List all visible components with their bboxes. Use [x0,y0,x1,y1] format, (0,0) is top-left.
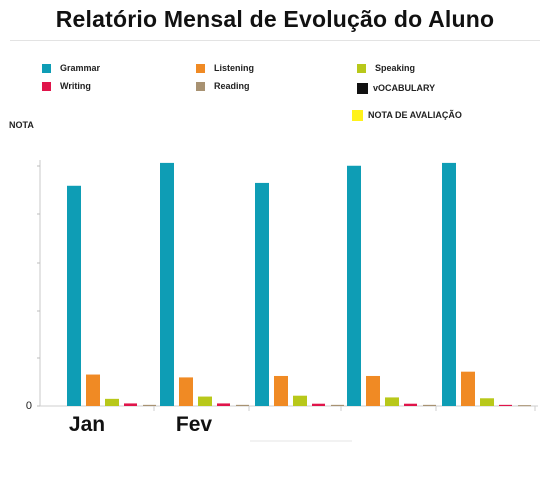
bar-grammar-2 [160,162,174,406]
bar-listening-4 [366,375,380,406]
x-tick-label-jan: Jan [69,413,105,436]
bar-speaking-3 [293,395,307,406]
legend-label: Listening [214,63,254,73]
bar-speaking-4 [385,397,399,406]
bar-speaking-1 [105,398,119,406]
legend-swatch [357,63,366,73]
bar-reading-2 [236,404,249,406]
y-axis-label: NOTA [9,120,34,130]
bar-listening-5 [461,371,475,406]
title-divider [10,40,540,41]
bar-grammar-3 [255,182,269,406]
legend-label: NOTA DE AVALIAÇÃO [368,110,462,120]
legend-swatch [196,63,205,73]
legend-item-speaking: Speaking [357,61,415,75]
legend-swatch [42,63,51,73]
bar-listening-3 [274,375,288,406]
y-tick-label: 0 [26,400,32,412]
bar-reading-1 [143,404,156,406]
legend-label: Writing [60,81,91,91]
legend-swatch [357,82,368,94]
bar-reading-5 [518,405,531,407]
bar-listening-1 [86,374,100,406]
bar-reading-3 [331,404,344,406]
bar-writing-2 [217,403,230,406]
chart-title: Relatório Mensal de Evolução do Aluno [55,6,495,32]
bar-writing-1 [124,403,137,406]
legend-item-vocabulary: vOCABULARY [357,81,435,95]
bar-writing-3 [312,403,325,406]
legend-item-reading: Reading [196,79,250,93]
legend-label: vOCABULARY [373,83,436,93]
bar-grammar-5 [442,162,456,406]
legend-item-writing: Writing [42,79,91,93]
bar-writing-4 [404,403,417,406]
bar-grammar-4 [347,165,361,406]
bar-writing-5 [499,404,512,406]
legend-item-listening: Listening [196,61,254,75]
bar-speaking-2 [198,396,212,406]
legend-swatch [352,109,363,121]
legend-swatch [196,81,205,91]
legend-item-grammar: Grammar [42,61,100,75]
bar-speaking-5 [480,398,494,406]
x-tick-label-fev: Fev [176,413,213,436]
bar-listening-2 [179,377,193,406]
bar-grammar-1 [67,185,81,406]
legend-item-nota-de-avaliacao: NOTA DE AVALIAÇÃO [352,108,462,122]
legend-label: Grammar [60,63,101,73]
legend-label: Speaking [375,63,416,73]
legend-label: Reading [214,81,250,91]
legend-swatch [42,81,51,91]
bar-reading-4 [423,404,436,406]
